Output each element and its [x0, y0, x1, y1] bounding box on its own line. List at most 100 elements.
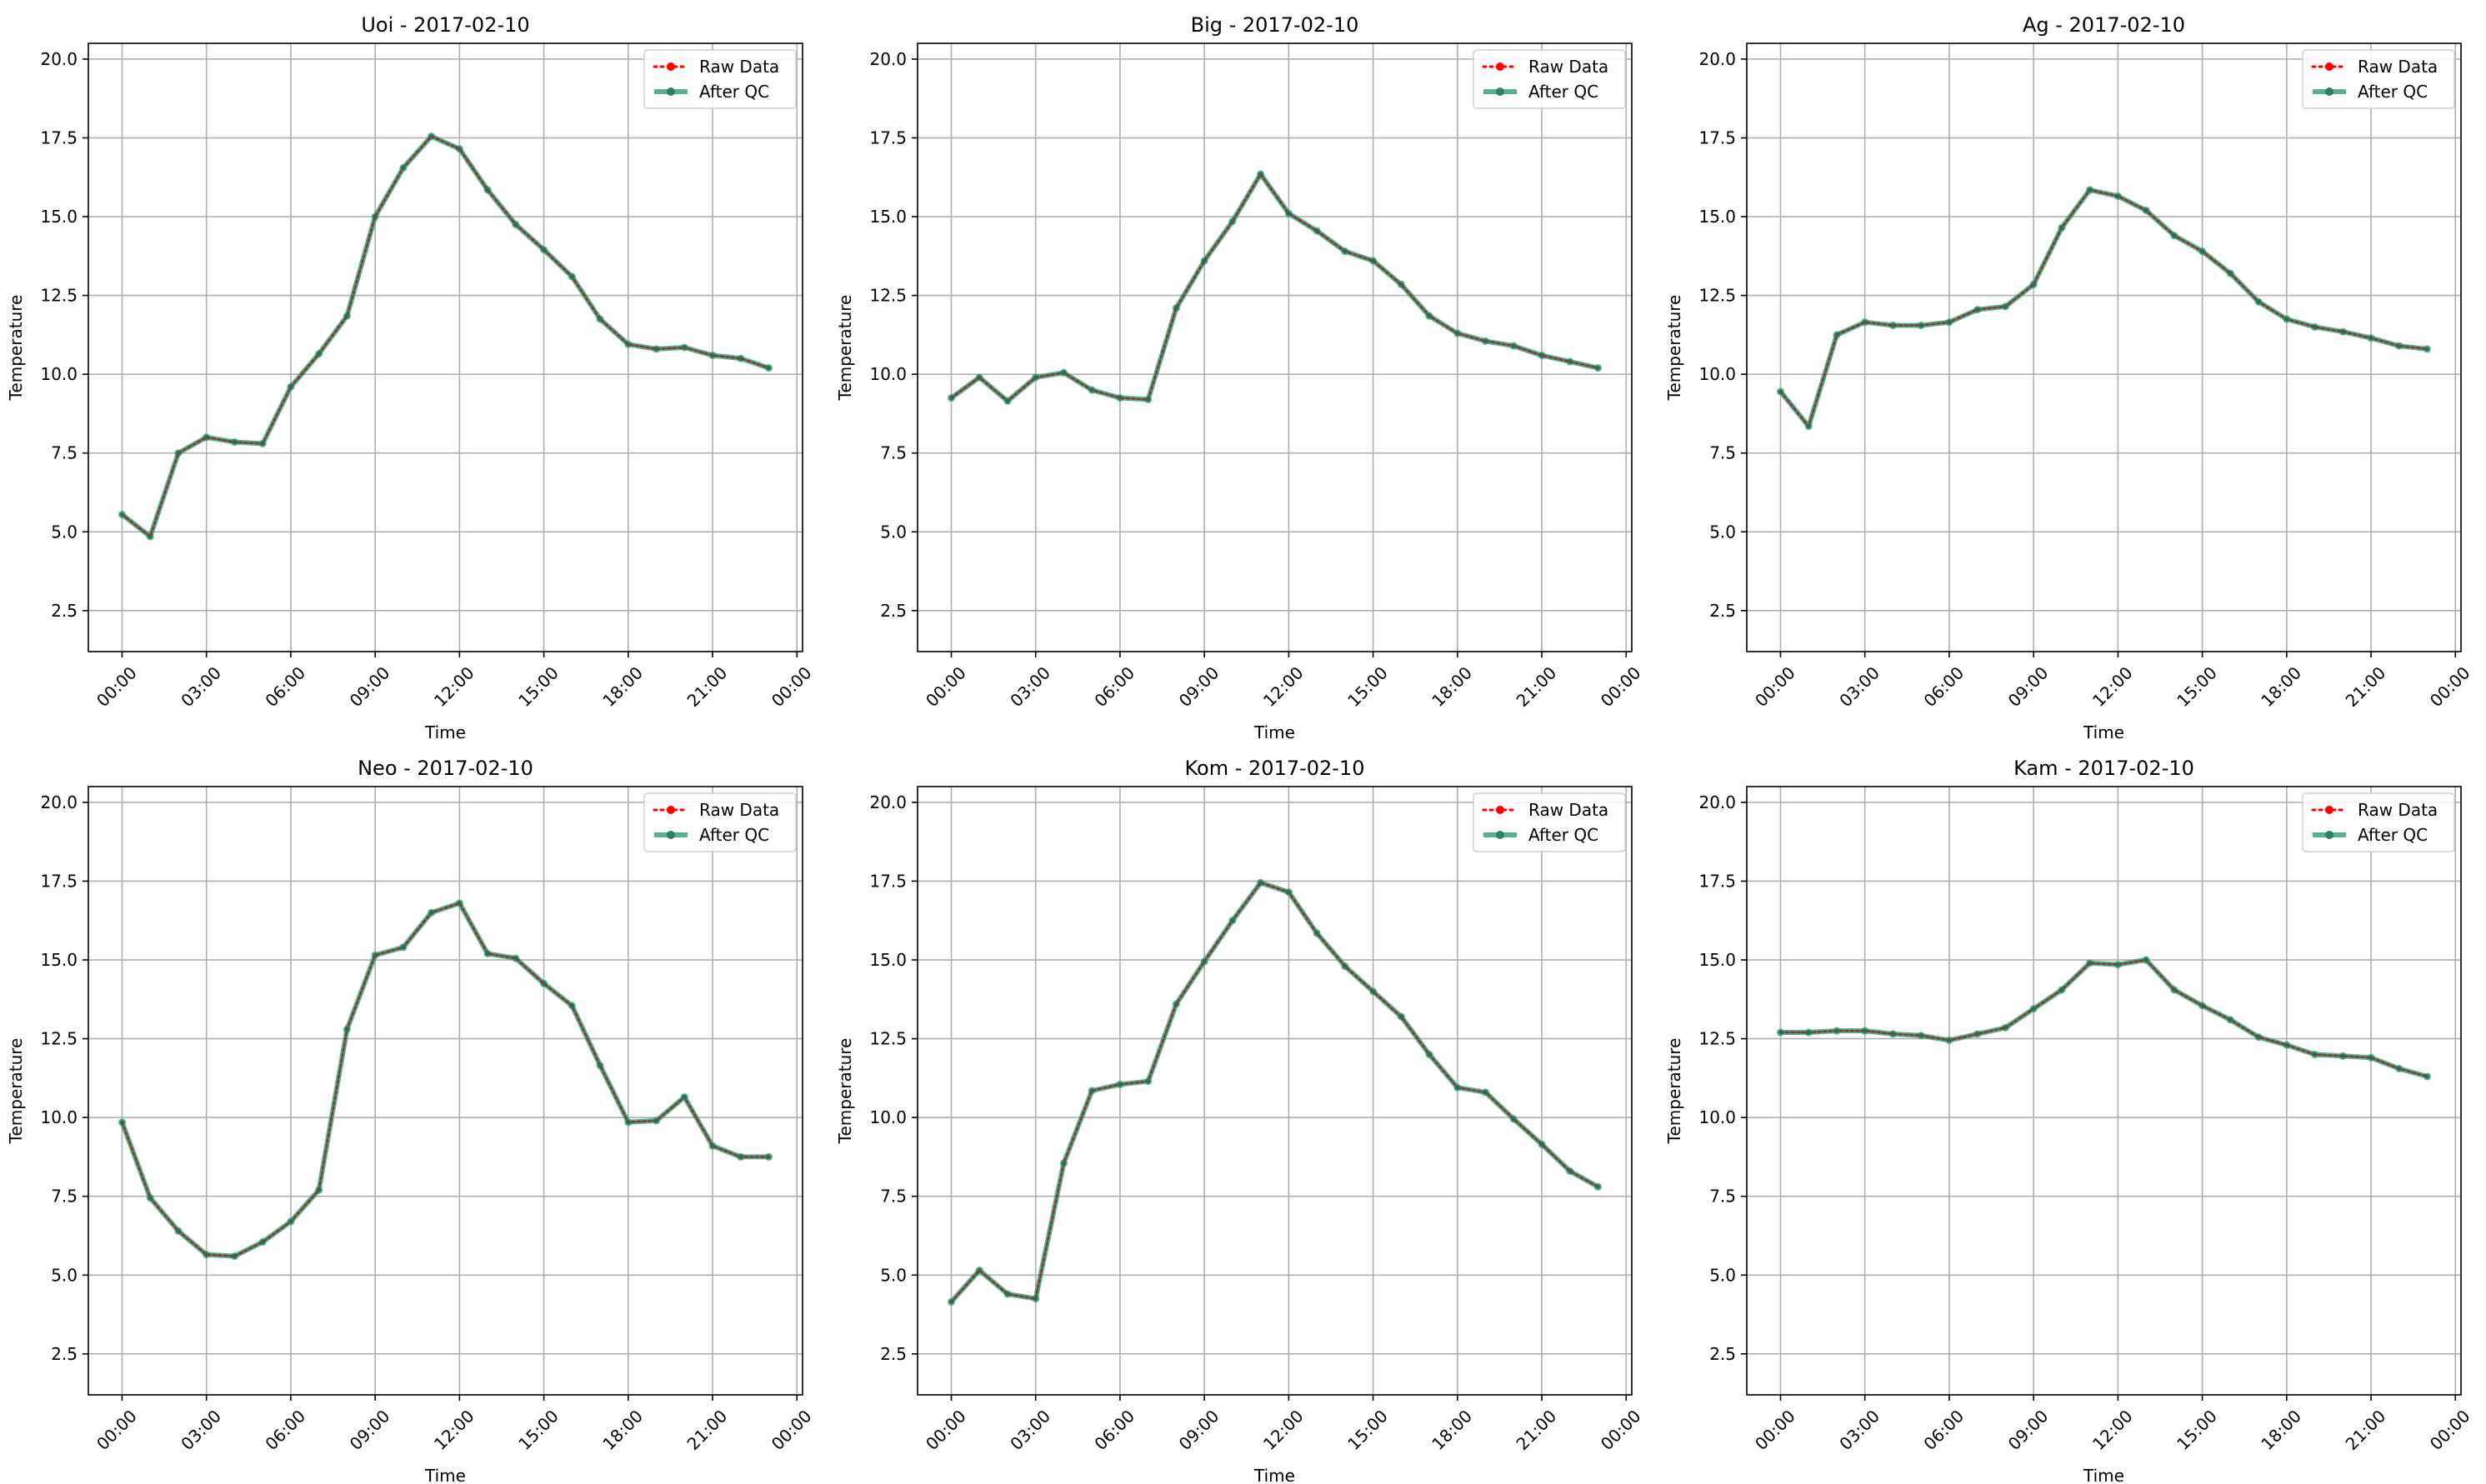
- data-point-raw-data: [2228, 271, 2233, 276]
- data-point-raw-data: [344, 1027, 349, 1032]
- y-tick-label: 12.5: [1698, 286, 1736, 306]
- x-tick-label: 12:00: [1259, 662, 1308, 711]
- legend: Raw Data After QC: [1473, 792, 1626, 852]
- y-tick-label: 10.0: [1698, 364, 1736, 384]
- x-tick-label: 15:00: [2173, 662, 2221, 711]
- chart-title: Big - 2017-02-10: [1191, 13, 1359, 37]
- y-tick-label: 10.0: [40, 1107, 78, 1127]
- axes-frame: [88, 42, 803, 652]
- x-tick-label: 18:00: [2257, 1406, 2305, 1454]
- y-tick-label: 2.5: [880, 601, 907, 621]
- y-tick-label: 15.0: [40, 950, 78, 970]
- x-tick-label: 03:00: [177, 662, 225, 711]
- data-point-raw-data: [1890, 323, 1895, 328]
- y-tick-label: 20.0: [40, 792, 78, 812]
- data-point-raw-data: [2200, 1003, 2205, 1008]
- data-point-raw-data: [2172, 987, 2177, 992]
- y-tick-label: 12.5: [869, 286, 907, 306]
- y-tick-label: 10.0: [40, 364, 78, 384]
- data-point-raw-data: [569, 1003, 574, 1008]
- data-point-raw-data: [2172, 233, 2177, 238]
- data-point-raw-data: [682, 1095, 687, 1100]
- data-point-raw-data: [1511, 1117, 1516, 1122]
- data-point-raw-data: [457, 147, 462, 152]
- x-axis-label: Time: [424, 722, 466, 742]
- data-point-raw-data: [2368, 1055, 2373, 1060]
- x-tick-label: 15:00: [2173, 1406, 2221, 1454]
- data-point-raw-data: [2313, 1052, 2318, 1057]
- series-line-overlap: [1780, 958, 2428, 1078]
- data-point-raw-data: [1230, 918, 1235, 923]
- y-tick-label: 20.0: [1698, 792, 1736, 812]
- x-tick-label: 09:00: [2004, 662, 2053, 711]
- data-point-raw-data: [1314, 228, 1319, 233]
- series-line-overlap: [121, 135, 769, 538]
- data-point-raw-data: [2031, 282, 2036, 287]
- legend-label-after-qc: After QC: [1528, 82, 1598, 102]
- data-point-raw-data: [1975, 1032, 1980, 1037]
- axes-frame: [917, 786, 1633, 1396]
- y-tick-label: 5.0: [51, 1265, 78, 1285]
- y-axis-label: Temperature: [835, 295, 855, 402]
- x-tick-label: 09:00: [346, 662, 394, 711]
- data-point-raw-data: [1343, 964, 1348, 969]
- data-point-raw-data: [1118, 396, 1123, 401]
- y-tick-label: 7.5: [51, 1187, 78, 1207]
- data-point-raw-data: [2340, 1053, 2345, 1058]
- data-point-raw-data: [626, 342, 631, 347]
- x-tick-label: 00:00: [768, 1406, 816, 1454]
- data-point-raw-data: [1173, 306, 1178, 311]
- x-tick-label: 12:00: [430, 1406, 478, 1454]
- data-point-raw-data: [1455, 331, 1460, 336]
- chart-title: Ag - 2017-02-10: [2023, 13, 2185, 37]
- x-tick-label: 00:00: [1751, 662, 1799, 711]
- x-tick-label: 00:00: [1751, 1406, 1799, 1454]
- data-point-raw-data: [767, 1154, 772, 1159]
- data-point-raw-data: [1596, 366, 1601, 371]
- data-point-raw-data: [542, 981, 547, 986]
- data-point-raw-data: [1778, 1030, 1783, 1035]
- data-point-raw-data: [232, 439, 237, 444]
- data-point-raw-data: [429, 134, 434, 139]
- data-point-raw-data: [1890, 1032, 1895, 1037]
- data-point-raw-data: [457, 901, 462, 906]
- data-point-raw-data: [204, 435, 209, 440]
- legend: Raw Data After QC: [643, 792, 797, 852]
- legend-marker-after-qc: [1496, 831, 1504, 839]
- data-point-raw-data: [1806, 424, 1811, 429]
- data-point-raw-data: [2284, 1042, 2289, 1047]
- data-point-raw-data: [654, 1118, 659, 1123]
- data-point-raw-data: [2256, 1035, 2261, 1040]
- data-point-raw-data: [2397, 343, 2402, 348]
- data-point-raw-data: [1427, 313, 1432, 318]
- legend-label-raw-data: Raw Data: [699, 800, 779, 820]
- data-point-raw-data: [373, 214, 378, 219]
- x-tick-label: 06:00: [261, 1406, 309, 1454]
- data-point-raw-data: [2256, 299, 2261, 304]
- y-tick-label: 7.5: [51, 443, 78, 463]
- legend-label-raw-data: Raw Data: [2358, 57, 2438, 77]
- data-point-raw-data: [1033, 1297, 1038, 1302]
- y-tick-label: 12.5: [40, 286, 78, 306]
- y-tick-label: 20.0: [1698, 49, 1736, 69]
- axes-frame: [1746, 786, 2462, 1396]
- x-tick-label: 06:00: [1090, 662, 1138, 711]
- data-point-raw-data: [2284, 317, 2289, 322]
- x-tick-label: 00:00: [768, 662, 816, 711]
- y-tick-label: 15.0: [869, 950, 907, 970]
- data-point-raw-data: [1005, 1292, 1010, 1297]
- data-point-raw-data: [2003, 1025, 2008, 1030]
- x-tick-label: 00:00: [922, 1406, 970, 1454]
- data-point-raw-data: [373, 952, 378, 957]
- data-point-raw-data: [1398, 1014, 1403, 1019]
- data-point-raw-data: [317, 1187, 322, 1192]
- chart-panel-3: 2.5 5.0 7.5 10.0 12.5 15.0 17.5 20.0 00:00 03:00 0…: [6, 757, 816, 1484]
- x-tick-label: 03:00: [1006, 1406, 1054, 1454]
- y-tick-label: 17.5: [1698, 127, 1736, 147]
- x-tick-label: 18:00: [1428, 1406, 1476, 1454]
- plot-area: [1747, 787, 2461, 1395]
- legend-label-raw-data: Raw Data: [699, 57, 779, 77]
- data-point-raw-data: [1918, 323, 1923, 328]
- data-point-raw-data: [2397, 1067, 2402, 1072]
